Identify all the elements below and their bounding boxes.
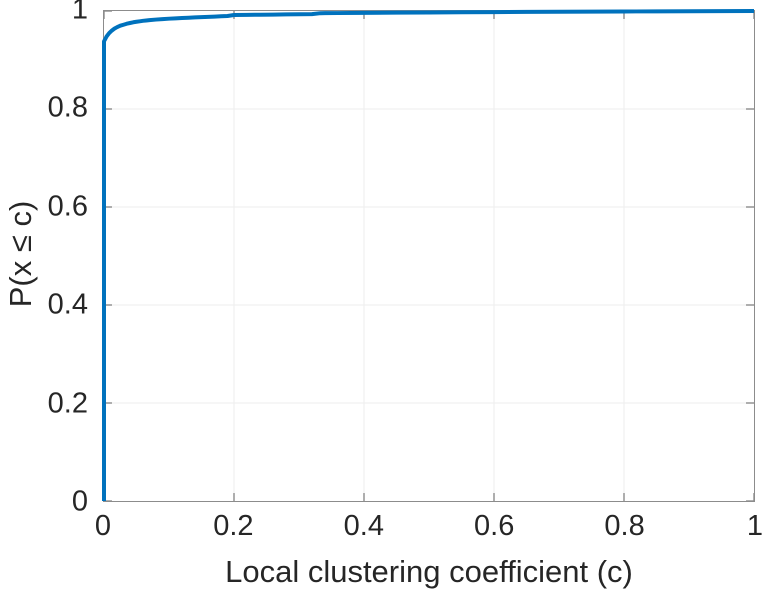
y-tick-label: 0.4 [47,288,88,321]
y-tick-label: 0 [71,485,88,518]
y-tick-label: 0.6 [47,190,88,223]
x-tick-label: 0.2 [213,510,254,542]
x-tick-label: 1 [746,510,764,542]
x-tick-label: 0.4 [343,510,384,542]
y-axis-title: P(x ≤ c) [3,200,38,308]
gridlines [104,11,754,501]
series-line [102,9,755,501]
plot-area [102,9,755,502]
cdf-curve [102,9,755,501]
x-tick-label: 0.6 [474,510,515,542]
x-axis-title: Local clustering coefficient (c) [225,554,633,589]
x-tick-label: 0.8 [604,510,645,542]
y-tick-label: 1 [71,0,88,26]
y-tick-label: 0.2 [47,387,88,420]
y-tick-label: 0.8 [47,91,88,124]
x-tick-label: 0 [94,510,112,542]
y-axis-tick-labels: 0 0.2 0.4 0.6 0.8 1 [0,0,96,600]
